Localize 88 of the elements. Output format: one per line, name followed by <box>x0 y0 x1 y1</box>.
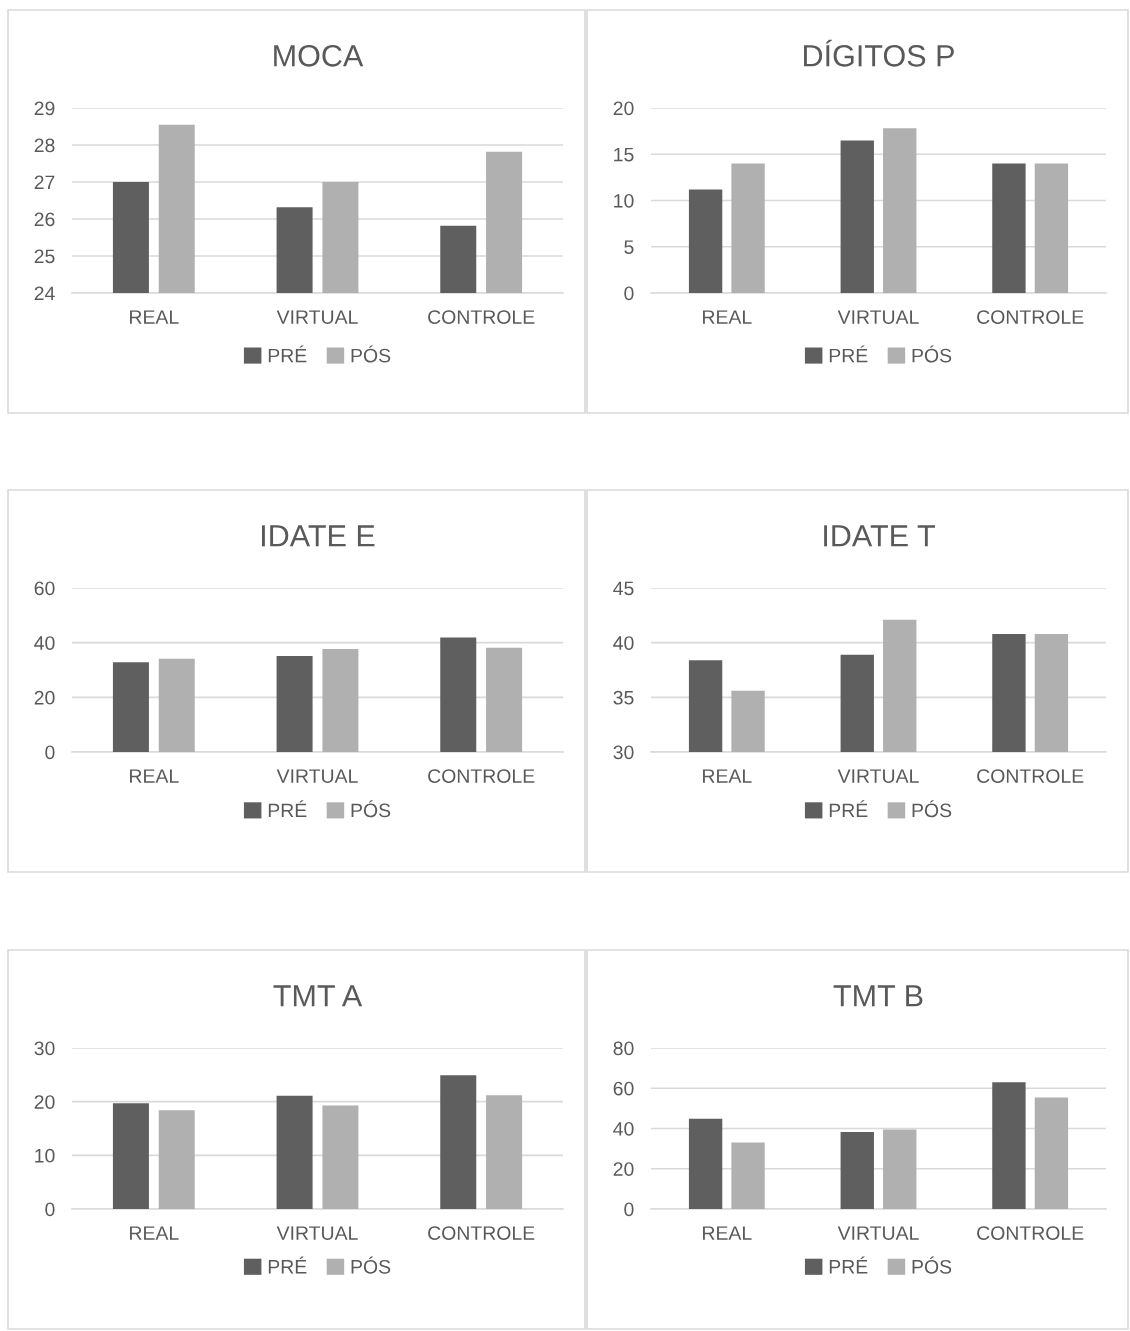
y-tick-label: 40 <box>613 1121 634 1136</box>
x-tick-label: CONTROLE <box>428 310 535 324</box>
bar <box>688 1118 723 1209</box>
bar <box>158 1110 195 1209</box>
y-tick-label: 25 <box>34 249 55 264</box>
bar <box>486 1095 523 1209</box>
chart-title: IDATE T <box>824 525 935 547</box>
y-tick-label: 0 <box>624 1202 634 1217</box>
y-tick-label: 30 <box>613 745 634 760</box>
y-tick-label: 10 <box>35 1148 55 1163</box>
y-tick-label: 30 <box>34 1041 55 1056</box>
legend-label: PÓS <box>912 800 952 818</box>
legend-label: PRÉ <box>268 345 307 363</box>
chart-title: TMT A <box>273 985 363 1007</box>
legend-label: PRÉ <box>268 800 307 818</box>
y-tick-label: 15 <box>614 147 634 162</box>
y-tick-label: 20 <box>34 1095 55 1109</box>
legend-label: PRÉ <box>268 1256 307 1274</box>
y-tick-label: 20 <box>613 101 634 116</box>
x-tick-label: VIRTUAL <box>276 310 358 324</box>
x-tick-label: VIRTUAL <box>837 310 919 324</box>
bar <box>276 656 313 752</box>
bar <box>688 189 723 293</box>
bar <box>322 1105 359 1209</box>
bar <box>440 637 477 752</box>
bar <box>731 1142 765 1209</box>
x-tick-label: CONTROLE <box>977 769 1084 783</box>
bar <box>883 128 917 293</box>
chart-title: MOCA <box>274 45 364 67</box>
legend-label: PÓS <box>351 345 391 363</box>
y-tick-label: 5 <box>624 240 634 254</box>
bar <box>158 658 195 752</box>
x-tick-label: REAL <box>703 769 752 783</box>
bar <box>112 1103 149 1209</box>
legend-label: PRÉ <box>829 1256 868 1274</box>
chart-title: DÍGITOS P <box>804 39 954 67</box>
y-tick-label: 20 <box>34 690 55 705</box>
x-tick-label: REAL <box>130 1226 179 1240</box>
x-tick-label: REAL <box>130 769 179 783</box>
x-tick-label: VIRTUAL <box>837 769 919 783</box>
y-tick-label: 45 <box>613 581 634 596</box>
y-tick-label: 60 <box>34 581 55 596</box>
bar <box>112 662 149 752</box>
y-tick-label: 40 <box>34 636 55 650</box>
y-tick-label: 35 <box>613 690 634 705</box>
legend-label: PRÉ <box>829 800 868 818</box>
x-tick-label: REAL <box>130 310 179 324</box>
bar <box>276 1095 313 1209</box>
bar <box>992 163 1026 293</box>
x-tick-label: VIRTUAL <box>276 769 358 783</box>
bar <box>731 163 765 293</box>
y-tick-label: 40 <box>613 636 634 650</box>
y-tick-label: 20 <box>613 1162 634 1176</box>
bar <box>883 1129 917 1209</box>
x-tick-label: VIRTUAL <box>837 1226 919 1240</box>
y-tick-label: 60 <box>613 1081 634 1096</box>
y-tick-label: 29 <box>34 101 55 116</box>
bar <box>1034 1097 1069 1209</box>
x-tick-label: VIRTUAL <box>276 1226 358 1240</box>
x-tick-label: CONTROLE <box>977 310 1084 324</box>
legend-label: PÓS <box>912 1256 952 1274</box>
x-tick-label: REAL <box>703 1226 752 1240</box>
bar <box>322 648 359 752</box>
bar <box>1034 163 1069 293</box>
bar <box>840 140 874 293</box>
x-tick-label: CONTROLE <box>428 769 535 783</box>
y-tick-label: 0 <box>624 286 634 301</box>
y-tick-label: 0 <box>45 1202 55 1217</box>
chart-title: IDATE E <box>262 525 375 547</box>
y-tick-label: 24 <box>34 286 55 301</box>
x-tick-label: REAL <box>703 310 752 324</box>
y-tick-label: 80 <box>613 1041 634 1056</box>
y-tick-label: 27 <box>34 175 55 190</box>
legend-label: PÓS <box>912 345 952 363</box>
y-tick-label: 28 <box>34 138 55 153</box>
y-tick-label: 0 <box>45 745 55 760</box>
x-tick-label: CONTROLE <box>428 1226 535 1240</box>
bar <box>992 1082 1026 1209</box>
legend-label: PÓS <box>351 800 391 818</box>
y-tick-label: 10 <box>614 193 634 208</box>
bar <box>840 1131 874 1209</box>
legend-label: PRÉ <box>829 345 868 363</box>
bar <box>486 647 523 752</box>
chart-title: TMT B <box>833 985 923 1007</box>
y-tick-label: 26 <box>34 212 55 227</box>
bar <box>440 1075 477 1209</box>
x-tick-label: CONTROLE <box>977 1226 1084 1240</box>
legend-label: PÓS <box>351 1256 391 1274</box>
